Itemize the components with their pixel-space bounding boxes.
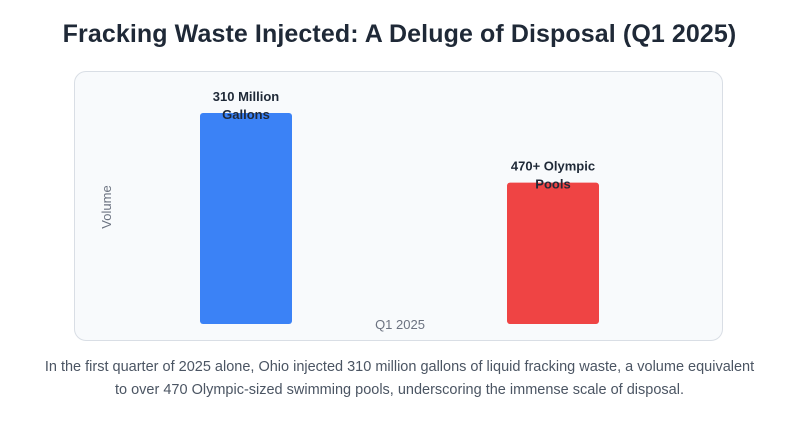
bar-2 xyxy=(507,182,599,324)
bar-1 xyxy=(200,113,292,324)
bar-1-label-line-2: Gallons xyxy=(222,107,270,122)
chart-caption: In the first quarter of 2025 alone, Ohio… xyxy=(0,356,799,402)
chart-panel: Volume 310 Million Gallons 470+ Olympic Poo… xyxy=(74,71,723,341)
caption-line-1: In the first quarter of 2025 alone, Ohio… xyxy=(44,359,755,375)
bar-2-label-line-2: Pools xyxy=(535,177,570,192)
chart-title: Fracking Waste Injected: A Deluge of Dis… xyxy=(62,20,737,48)
bar-2-label-line-1: 470+ Olympic xyxy=(511,159,595,174)
y-axis-label: Volume xyxy=(99,185,114,228)
bars-layer: 310 Million Gallons 470+ Olympic Pools xyxy=(200,89,599,324)
bar-chart: Volume 310 Million Gallons 470+ Olympic Poo… xyxy=(99,89,599,332)
caption-line-2: to over 470 Olympic-sized swimming pools… xyxy=(115,382,684,398)
x-axis-label: Q1 2025 xyxy=(375,317,425,332)
bar-1-label-line-1: 310 Million xyxy=(213,89,280,104)
